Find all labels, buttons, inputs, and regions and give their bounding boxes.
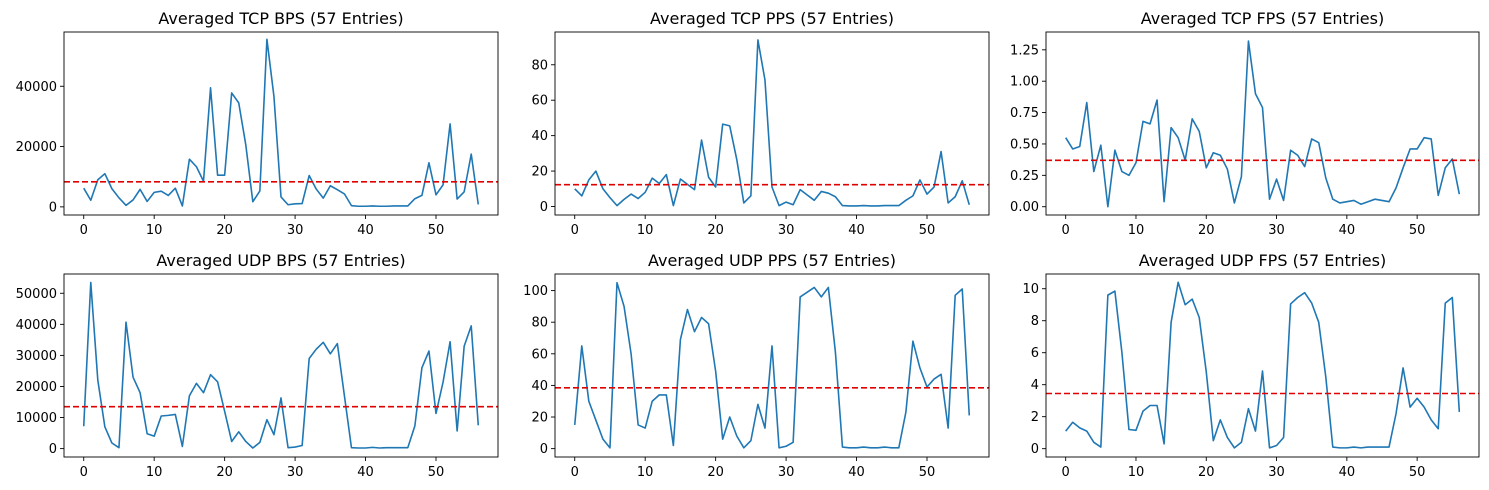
y-tick-label: 50000 bbox=[16, 287, 57, 302]
y-tick-label: 0 bbox=[49, 200, 57, 215]
y-tick-label: 0.75 bbox=[1010, 106, 1039, 121]
y-tick-label: 80 bbox=[531, 58, 548, 73]
subplot-title: Averaged TCP FPS (57 Entries) bbox=[1141, 9, 1384, 28]
series-line bbox=[573, 281, 971, 449]
series-line bbox=[82, 281, 480, 449]
x-tick-label: 0 bbox=[80, 223, 88, 238]
y-tick-label: 20 bbox=[531, 411, 548, 426]
x-tick-label: 10 bbox=[1128, 223, 1145, 238]
x-tick-label: 10 bbox=[637, 465, 654, 480]
subplot-2: Averaged TCP PPS (57 Entries) 0 10 20 30 40 50… bbox=[531, 9, 990, 238]
y-tick-label: 30000 bbox=[16, 349, 57, 364]
x-tick-label: 40 bbox=[848, 465, 865, 480]
x-tick-label: 30 bbox=[778, 223, 795, 238]
x-tick-label: 30 bbox=[778, 465, 795, 480]
subplot-title: Averaged TCP PPS (57 Entries) bbox=[650, 9, 894, 28]
x-tick-label: 50 bbox=[1409, 465, 1426, 480]
x-tick-label: 0 bbox=[571, 465, 579, 480]
y-tick-label: 0.25 bbox=[1010, 169, 1039, 184]
x-tick-label: 40 bbox=[1339, 223, 1356, 238]
axes-frame bbox=[1045, 273, 1480, 458]
y-tick-label: 60 bbox=[531, 347, 548, 362]
y-tick-label: 0 bbox=[540, 442, 548, 457]
y-tick-label: 40 bbox=[531, 129, 548, 144]
y-tick-label: 0.00 bbox=[1010, 200, 1039, 215]
subplot-title: Averaged UDP PPS (57 Entries) bbox=[648, 251, 896, 270]
x-tick-label: 0 bbox=[571, 223, 579, 238]
y-tick-label: 0 bbox=[540, 200, 548, 215]
y-tick-label: 8 bbox=[1031, 314, 1039, 329]
x-tick-label: 20 bbox=[1198, 465, 1215, 480]
y-tick-label: 2 bbox=[1031, 410, 1039, 425]
axes-frame bbox=[554, 273, 990, 458]
y-tick-label: 60 bbox=[531, 94, 548, 109]
y-tick-label: 0 bbox=[49, 442, 57, 457]
subplot-title: Averaged TCP BPS (57 Entries) bbox=[158, 9, 403, 28]
x-tick-label: 20 bbox=[1198, 223, 1215, 238]
x-tick-label: 50 bbox=[428, 223, 445, 238]
x-tick-label: 20 bbox=[216, 465, 233, 480]
y-tick-label: 40 bbox=[531, 379, 548, 394]
y-tick-label: 0.50 bbox=[1010, 137, 1039, 152]
x-tick-label: 40 bbox=[357, 223, 374, 238]
subplot-1: Averaged TCP BPS (57 Entries) 0 10 20 30 40 50… bbox=[16, 9, 499, 238]
x-tick-label: 50 bbox=[428, 465, 445, 480]
y-tick-label: 10000 bbox=[16, 411, 57, 426]
x-tick-label: 20 bbox=[707, 223, 724, 238]
x-tick-label: 50 bbox=[1409, 223, 1426, 238]
x-tick-label: 0 bbox=[1062, 465, 1070, 480]
x-tick-label: 40 bbox=[1339, 465, 1356, 480]
subplot-3: Averaged TCP FPS (57 Entries) 0 10 20 30 40 50… bbox=[1010, 9, 1480, 238]
y-tick-label: 0 bbox=[1031, 442, 1039, 457]
subplot-5: Averaged UDP PPS (57 Entries) 0 10 20 30 40 50… bbox=[523, 251, 990, 480]
x-tick-label: 20 bbox=[216, 223, 233, 238]
x-tick-label: 40 bbox=[357, 465, 374, 480]
y-tick-label: 6 bbox=[1031, 346, 1039, 361]
axes-frame bbox=[63, 273, 499, 458]
series-line bbox=[83, 38, 480, 208]
x-tick-label: 30 bbox=[1268, 465, 1285, 480]
subplot-title: Averaged UDP FPS (57 Entries) bbox=[1139, 251, 1386, 270]
y-tick-label: 20 bbox=[531, 165, 548, 180]
series-line bbox=[574, 39, 971, 207]
x-tick-label: 0 bbox=[1062, 223, 1070, 238]
x-tick-label: 30 bbox=[287, 465, 304, 480]
subplot-4: Averaged UDP BPS (57 Entries) 0 10 20 30 40 50… bbox=[16, 251, 499, 480]
series-line bbox=[1065, 281, 1461, 449]
x-tick-label: 30 bbox=[1268, 223, 1285, 238]
x-tick-label: 50 bbox=[919, 223, 936, 238]
y-tick-label: 40000 bbox=[16, 318, 57, 333]
x-tick-label: 10 bbox=[1128, 465, 1145, 480]
subplot-title: Averaged UDP BPS (57 Entries) bbox=[156, 251, 405, 270]
x-tick-label: 50 bbox=[919, 465, 936, 480]
y-tick-label: 1.25 bbox=[1010, 43, 1039, 58]
series-line bbox=[1065, 40, 1461, 208]
axes-frame bbox=[554, 31, 990, 216]
axes-frame bbox=[63, 31, 499, 216]
x-tick-label: 0 bbox=[80, 465, 88, 480]
y-tick-label: 20000 bbox=[16, 380, 57, 395]
x-tick-label: 10 bbox=[637, 223, 654, 238]
y-tick-label: 4 bbox=[1031, 378, 1039, 393]
x-tick-label: 10 bbox=[146, 223, 163, 238]
y-tick-label: 100 bbox=[523, 284, 548, 299]
y-tick-label: 10 bbox=[1022, 282, 1039, 297]
y-tick-label: 40000 bbox=[16, 80, 57, 95]
x-tick-label: 20 bbox=[707, 465, 724, 480]
x-tick-label: 40 bbox=[848, 223, 865, 238]
x-tick-label: 10 bbox=[146, 465, 163, 480]
x-tick-label: 30 bbox=[287, 223, 304, 238]
subplot-6: Averaged UDP FPS (57 Entries)0 10 20 30 40 50… bbox=[1022, 251, 1480, 480]
y-tick-label: 80 bbox=[531, 316, 548, 331]
y-tick-label: 1.00 bbox=[1010, 75, 1039, 90]
axes-frame bbox=[1045, 31, 1480, 216]
y-tick-label: 20000 bbox=[16, 140, 57, 155]
